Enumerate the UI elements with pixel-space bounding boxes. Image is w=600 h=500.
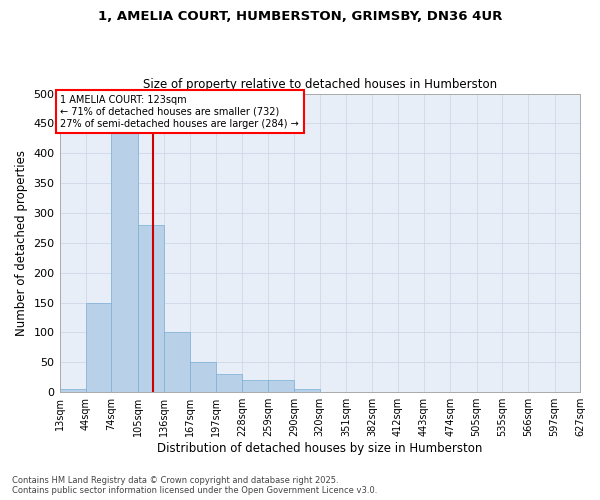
Bar bbox=[59, 389, 86, 392]
Text: Contains HM Land Registry data © Crown copyright and database right 2025.
Contai: Contains HM Land Registry data © Crown c… bbox=[12, 476, 377, 495]
Y-axis label: Number of detached properties: Number of detached properties bbox=[15, 150, 28, 336]
Bar bbox=[164, 332, 190, 392]
Bar bbox=[242, 380, 268, 392]
Bar bbox=[111, 112, 137, 392]
Title: Size of property relative to detached houses in Humberston: Size of property relative to detached ho… bbox=[143, 78, 497, 91]
Text: 1 AMELIA COURT: 123sqm
← 71% of detached houses are smaller (732)
27% of semi-de: 1 AMELIA COURT: 123sqm ← 71% of detached… bbox=[61, 96, 299, 128]
Bar bbox=[86, 302, 111, 392]
Bar bbox=[295, 389, 320, 392]
Bar bbox=[190, 362, 215, 392]
Bar bbox=[215, 374, 242, 392]
Bar bbox=[268, 380, 295, 392]
Text: 1, AMELIA COURT, HUMBERSTON, GRIMSBY, DN36 4UR: 1, AMELIA COURT, HUMBERSTON, GRIMSBY, DN… bbox=[98, 10, 502, 23]
Bar bbox=[137, 225, 164, 392]
X-axis label: Distribution of detached houses by size in Humberston: Distribution of detached houses by size … bbox=[157, 442, 482, 455]
